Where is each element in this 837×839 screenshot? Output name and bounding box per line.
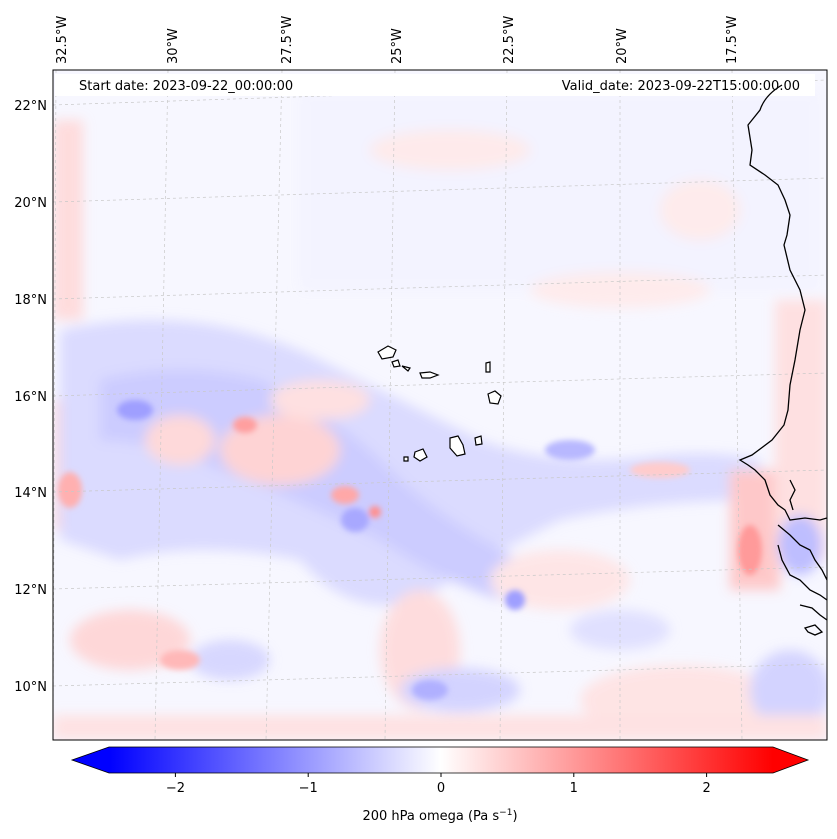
colorbar-outline: [70, 746, 810, 774]
africa-coastline: [738, 84, 827, 636]
colorbar-tick-label: 1: [570, 781, 578, 796]
lat-label: 18°N: [14, 293, 47, 308]
omega-field: [53, 90, 827, 740]
lat-label: 20°N: [14, 196, 47, 211]
cape-verde-islands: [377, 345, 502, 462]
colorbar: −2 −1 0 1 2 200 hPa omega (Pa s−1): [70, 746, 810, 824]
colorbar-ticks: −2 −1 0 1 2: [166, 773, 711, 796]
header-strip: [55, 74, 815, 96]
colorbar-label: 200 hPa omega (Pa s−1): [362, 808, 517, 824]
colorbar-tick-label: 0: [437, 781, 445, 796]
lat-label: 14°N: [14, 486, 47, 501]
colorbar-tick-label: −1: [299, 781, 318, 796]
gridlines: [53, 70, 827, 740]
colorbar-min-extend: [72, 747, 109, 773]
lon-label: 25°W: [390, 28, 405, 64]
colorbar-max-extend: [773, 747, 808, 773]
lon-label: 20°W: [615, 28, 630, 64]
lon-label: 30°W: [166, 28, 181, 64]
start-date-label: Start date: 2023-09-22_00:00:00: [79, 79, 293, 94]
colorbar-gradient: [109, 747, 773, 773]
colorbar-tick-label: 2: [702, 781, 710, 796]
lat-label: 22°N: [14, 99, 47, 114]
lon-label: 27.5°W: [280, 16, 295, 64]
map-frame: [52, 69, 828, 741]
lat-label: 16°N: [14, 390, 47, 405]
lon-label: 17.5°W: [725, 16, 740, 64]
longitude-labels: 32.5°W 30°W 27.5°W 25°W 22.5°W 20°W 17.5…: [55, 16, 740, 64]
latitude-labels: 22°N 20°N 18°N 16°N 14°N 12°N 10°N: [14, 99, 47, 695]
colorbar-tick-label: −2: [166, 781, 185, 796]
lon-label: 22.5°W: [502, 16, 517, 64]
lat-label: 12°N: [14, 583, 47, 598]
valid-date-label: Valid_date: 2023-09-22T15:00:00.00: [562, 79, 800, 94]
lat-label: 10°N: [14, 680, 47, 695]
map-panel: [53, 70, 827, 740]
lon-label: 32.5°W: [55, 16, 70, 64]
